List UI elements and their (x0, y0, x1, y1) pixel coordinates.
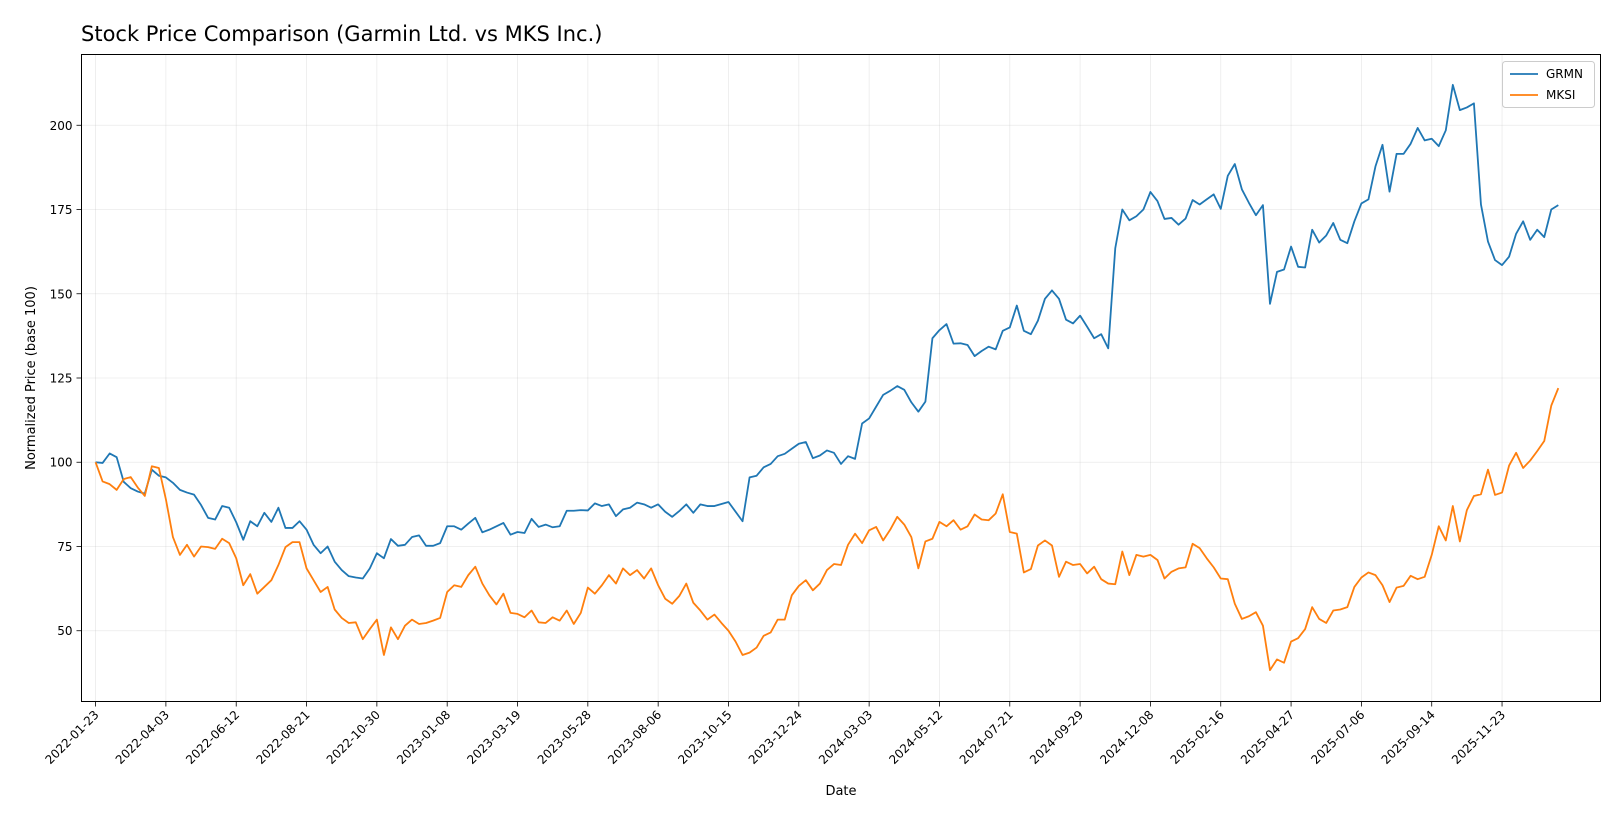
y-tick-label: 125 (50, 372, 73, 386)
series-line-grmn (95, 83, 1559, 580)
legend-label-grmn: GRMN (1546, 67, 1583, 81)
y-tick-label: 175 (50, 203, 73, 217)
y-tick-label: 100 (50, 456, 73, 470)
y-tick-label: 75 (57, 540, 72, 554)
y-tick-label: 50 (57, 624, 72, 638)
y-tick-label: 150 (50, 287, 73, 301)
y-tick-label: 200 (50, 119, 73, 133)
legend: GRMN MKSI (1502, 61, 1595, 108)
gridlines (81, 54, 1601, 702)
legend-box (1502, 61, 1595, 108)
chart-title: Stock Price Comparison (Garmin Ltd. vs M… (81, 22, 602, 46)
y-axis: 50 75 100 125 150 175 200 (50, 119, 82, 638)
x-axis-label: Date (825, 784, 856, 799)
series-layer (94, 83, 1560, 672)
series-line-mksi (94, 387, 1560, 672)
legend-label-mksi: MKSI (1546, 88, 1575, 102)
y-axis-label: Normalized Price (base 100) (24, 286, 39, 470)
